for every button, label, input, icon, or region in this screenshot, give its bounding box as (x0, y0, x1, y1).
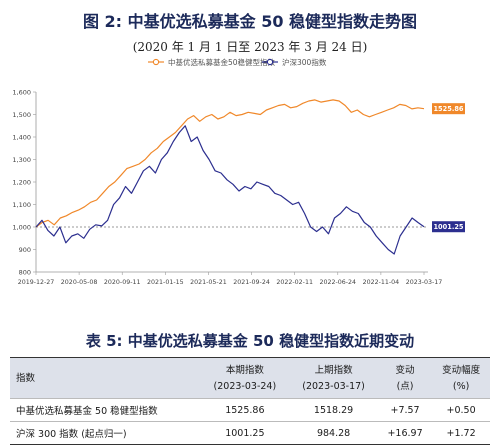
y-tick-label: 1,400 (12, 134, 31, 142)
table-cell: 1518.29 (313, 404, 354, 416)
y-tick-label: 1,300 (12, 156, 31, 164)
table-cell: 沪深 300 指数 (起点归一) (16, 429, 127, 440)
table-row: 中基优选私募基金 50 稳健型指数 1525.86 1518.29 +7.57 +0.5… (10, 398, 490, 422)
x-tick-label: 2023-03-17 (406, 279, 443, 286)
legend-label: 中基优选私募基金50稳健型指数 (168, 57, 276, 67)
table-cell: 中基优选私募基金 50 稳健型指数 (16, 406, 158, 417)
column-header: 上期指数 (2023-03-17) (289, 358, 378, 399)
column-header-label: 上期指数 (314, 365, 353, 376)
x-tick-label: 2022-11-04 (363, 279, 400, 286)
series-line (35, 99, 425, 228)
table-cell: +1.72 (446, 427, 476, 439)
table-cell: +0.50 (446, 404, 476, 416)
series-line (35, 125, 425, 255)
table-cell: +16.97 (387, 427, 423, 439)
column-header-label: 本期指数 (225, 365, 264, 376)
x-tick-label: 2021-09-24 (233, 279, 270, 286)
column-header-label: 变动幅度 (442, 365, 481, 376)
end-value-badge (432, 221, 465, 233)
figure-subtitle: (2020 年 1 月 1 日至 2023 年 3 月 24 日) (132, 40, 368, 54)
x-tick-label: 2021-05-21 (190, 279, 227, 286)
x-tick-label: 2020-09-11 (104, 279, 141, 286)
column-header-sublabel: (点) (396, 381, 414, 392)
table-header: 指数 本期指数 (2023-03-24) 上期指数 (2023-03-17) 变动 (点) 变… (10, 357, 490, 399)
column-header-sublabel: (%) (452, 381, 470, 392)
x-tick-label: 2022-02-11 (276, 279, 313, 286)
column-header: 本期指数 (2023-03-24) (201, 358, 290, 399)
legend-label: 沪深300指数 (282, 57, 327, 67)
y-tick-label: 1,200 (12, 179, 31, 187)
column-header-label: 指数 (16, 373, 36, 384)
legend-marker (266, 58, 274, 66)
legend-marker (152, 58, 160, 66)
column-header-sublabel: (2023-03-17) (302, 381, 365, 392)
index-line-chart: 中基优选私募基金50稳健型指数 沪深300指数 800 900 1,000 1,100 1,… (12, 57, 465, 286)
y-tick-label: 800 (19, 269, 31, 277)
y-tick-label: 1,000 (12, 224, 31, 232)
x-tick-label: 2021-01-15 (147, 279, 184, 286)
x-tick-label: 2022-06-24 (319, 279, 356, 286)
y-tick-label: 1,600 (12, 89, 31, 97)
figure-title: 图 2: 中基优选私募基金 50 稳健型指数走势图 (82, 12, 418, 31)
y-tick-label: 1,500 (12, 111, 31, 119)
y-tick-label: 1,100 (12, 201, 31, 209)
table-title: 表 5: 中基优选私募基金 50 稳健型指数近期变动 (85, 332, 415, 350)
x-tick-label: 2020-05-08 (61, 279, 98, 286)
table-body: 中基优选私募基金 50 稳健型指数 1525.86 1518.29 +7.57 +0.5… (10, 398, 490, 445)
end-value-label: 1001.25 (433, 223, 463, 231)
table-cell: 1001.25 (225, 427, 265, 439)
column-header: 指数 (10, 358, 201, 399)
end-value-badge (432, 103, 465, 115)
column-header: 变动幅度 (%) (432, 358, 490, 399)
table-cell: +7.57 (390, 404, 420, 416)
column-header-label: 变动 (395, 365, 415, 376)
x-tick-label: 2019-12-27 (18, 279, 55, 286)
table-row: 沪深 300 指数 (起点归一) 1001.25 984.28 +16.97 +1.72 (10, 421, 490, 445)
column-header-sublabel: (2023-03-24) (213, 381, 277, 392)
index-change-table: 指数 本期指数 (2023-03-24) 上期指数 (2023-03-17) 变动 (点) 变… (10, 357, 490, 445)
column-header: 变动 (点) (378, 358, 432, 399)
table-cell: 1525.86 (225, 404, 265, 416)
y-tick-label: 900 (19, 246, 31, 254)
end-value-label: 1525.86 (433, 105, 463, 113)
table-cell: 984.28 (316, 427, 351, 439)
